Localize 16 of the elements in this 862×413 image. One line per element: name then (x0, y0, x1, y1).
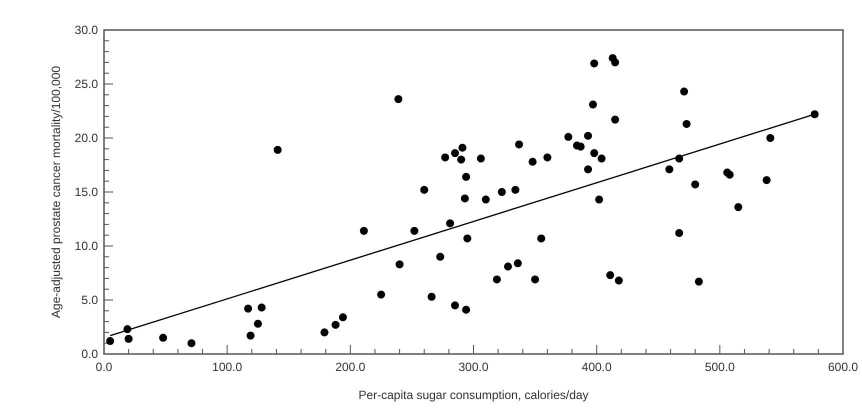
y-tick-label: 0.0 (81, 347, 98, 361)
x-tick-label: 400.0 (582, 360, 612, 374)
x-tick-label: 300.0 (458, 360, 489, 374)
y-tick-label: 20.0 (74, 131, 98, 145)
x-axis-title: Per-capita sugar consumption, calories/day (358, 388, 589, 402)
y-tick-label: 10.0 (74, 239, 98, 253)
x-tick-label: 600.0 (828, 360, 858, 374)
x-tick-label: 0.0 (96, 360, 113, 374)
y-tick-label: 15.0 (74, 185, 98, 199)
y-tick-label: 30.0 (74, 23, 98, 37)
y-tick-label: 5.0 (81, 293, 98, 307)
y-axis-title: Age-adjusted prostate cancer mortality/100,000 (49, 66, 63, 318)
x-tick-label: 100.0 (212, 360, 243, 374)
x-tick-label: 500.0 (704, 360, 736, 374)
y-tick-label: 25.0 (74, 77, 98, 91)
x-tick-label: 200.0 (335, 360, 366, 374)
